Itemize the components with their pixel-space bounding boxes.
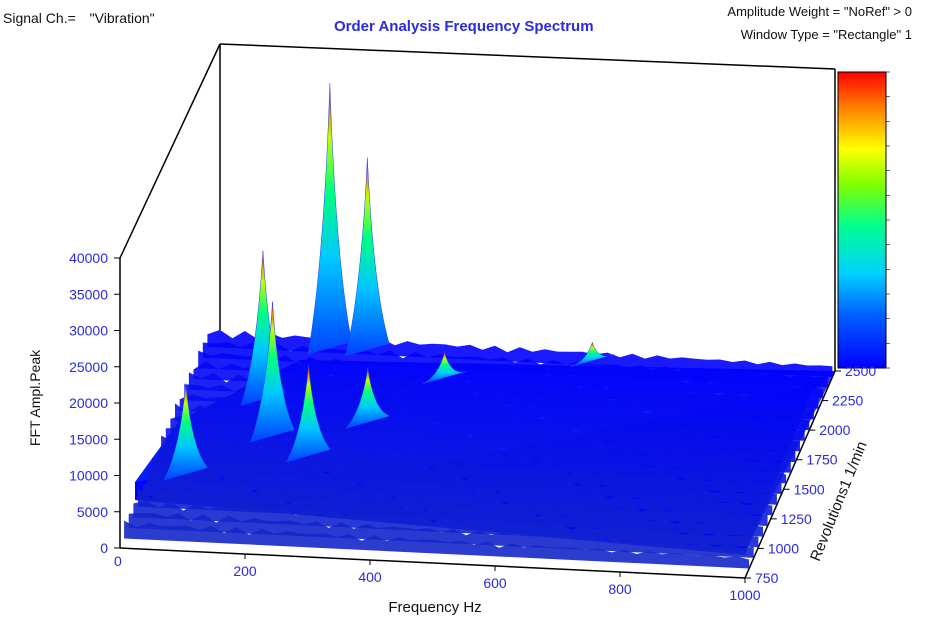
- surface-ridge: [179, 394, 805, 441]
- z-tick-label: 20000: [69, 395, 108, 411]
- y-tick-label: 1000: [768, 540, 799, 556]
- surface-ridge: [207, 329, 833, 377]
- surface-ridge: [128, 513, 754, 558]
- x-tick-label: 600: [483, 575, 507, 591]
- box-edge-bottom-right: [744, 370, 836, 579]
- z-tick-label: 25000: [69, 359, 108, 375]
- spectrum-surface: [124, 329, 835, 569]
- y-tick-label: 2250: [832, 393, 863, 409]
- x-tick-label: 200: [233, 563, 257, 579]
- z-axis-label: FFT Ampl.Peak: [27, 349, 43, 446]
- y-tick-label: 2500: [845, 363, 876, 379]
- signal-channel-label: Signal Ch.=: [3, 10, 76, 26]
- window-type-line: Window Type = "Rectangle" 1: [740, 27, 912, 42]
- y-tick-label: 2000: [819, 422, 850, 438]
- spectrum-peak: [286, 364, 331, 463]
- surface-ridge: [147, 469, 773, 516]
- spectrum-peaks: [163, 83, 615, 481]
- surface-ridge: [198, 350, 824, 399]
- signal-channel: Signal Ch.= "Vibration": [3, 10, 155, 26]
- surface-ridge: [170, 415, 796, 463]
- surface-ridge: [156, 446, 782, 494]
- y-tick-label: 1500: [794, 481, 825, 497]
- surface-ridge: [142, 479, 768, 526]
- spectrum-peak: [250, 301, 295, 443]
- surface-ridge: [193, 361, 819, 409]
- surface-ridge: [151, 457, 777, 505]
- z-tick-label: 5000: [77, 504, 108, 520]
- signal-channel-value: "Vibration": [89, 10, 155, 26]
- y-tick-label: 1750: [806, 452, 837, 468]
- chart-title: Order Analysis Frequency Spectrum: [334, 18, 594, 35]
- y-tick-label: 1250: [781, 511, 812, 527]
- x-tick-label: 800: [608, 581, 632, 597]
- z-tick-label: 15000: [69, 431, 108, 447]
- surface-ridge: [175, 403, 800, 452]
- color-scale-ticks: [886, 71, 890, 369]
- z-tick-label: 30000: [69, 323, 108, 339]
- box-edge-bottom-front: [119, 547, 746, 579]
- x-tick-label: 400: [358, 569, 382, 585]
- x-tick-label: 1000: [729, 587, 760, 603]
- surface-ridge: [202, 342, 828, 388]
- y-axis: 750 1000 1250 1500 1750 2000 2250 2500: [745, 363, 876, 586]
- surface-ridge: [184, 384, 810, 431]
- spectrum-peak: [422, 352, 467, 385]
- box-edge-top: [219, 43, 836, 70]
- spectrum-peak: [570, 341, 615, 367]
- spectrum-peak: [345, 157, 390, 357]
- z-tick-label: 10000: [69, 468, 108, 484]
- x-axis: 0 200 400 600 800 1000: [114, 553, 761, 603]
- surface-ridge: [138, 488, 763, 537]
- spectrum-peak: [307, 83, 352, 355]
- surface-ridge: [133, 500, 759, 548]
- box-edge-left-top: [119, 43, 221, 259]
- color-scale-bar: [837, 71, 887, 369]
- spectrum-peak: [345, 367, 391, 429]
- z-tick-label: 0: [100, 540, 108, 556]
- y-tick-label: 750: [755, 570, 779, 586]
- x-tick-label: 0: [114, 553, 122, 569]
- spectrum-peak: [163, 383, 209, 481]
- z-tick-label: 35000: [69, 286, 108, 302]
- surface-ridge: [188, 372, 814, 420]
- z-tick-label: 40000: [69, 250, 108, 266]
- surface-ridge: [124, 520, 750, 569]
- z-axis: 0 5000 10000 15000 20000 25000 30000 35000 40000: [69, 250, 120, 556]
- amplitude-weight-line: Amplitude Weight = "NoRef" > 0: [727, 4, 912, 19]
- x-axis-label: Frequency Hz: [388, 599, 481, 616]
